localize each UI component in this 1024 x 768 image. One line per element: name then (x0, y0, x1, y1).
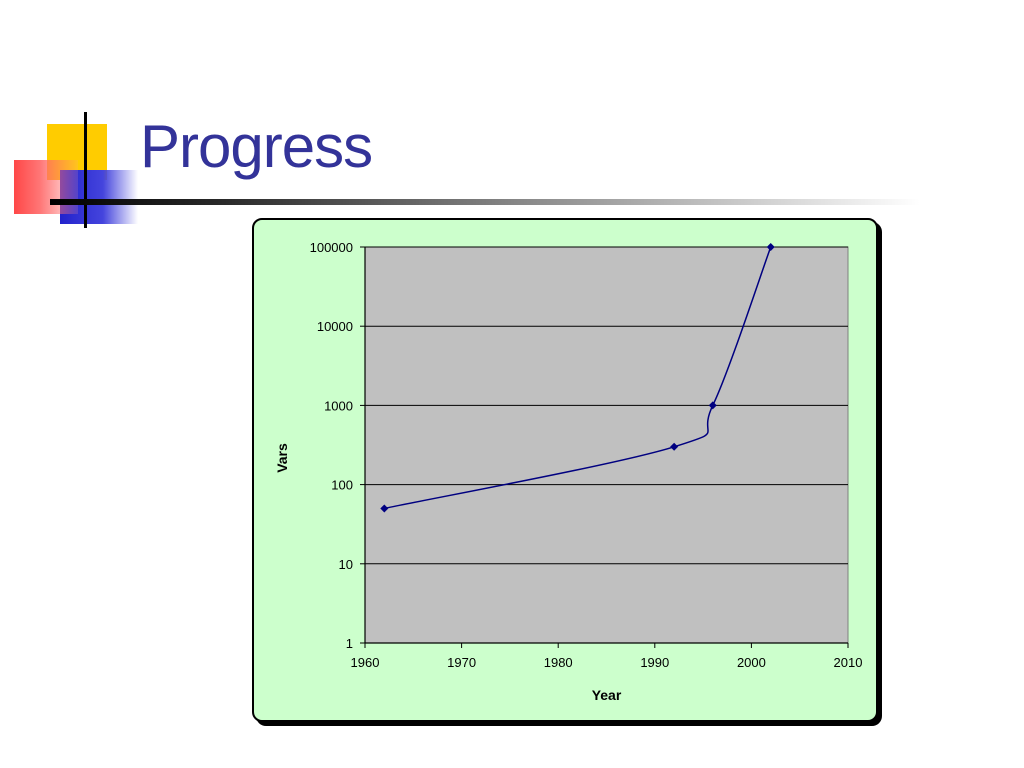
deco-vertical-line (84, 112, 87, 228)
y-tick-label: 100 (331, 478, 353, 493)
data-point-marker (380, 504, 389, 513)
data-point-marker (766, 243, 775, 251)
y-tick-label: 1000 (324, 398, 353, 413)
x-tick-label: 2000 (737, 655, 766, 670)
data-point-marker (708, 401, 717, 410)
y-tick-label: 1 (346, 636, 353, 651)
x-tick-label: 2010 (834, 655, 863, 670)
x-tick-label: 1990 (640, 655, 669, 670)
slide-title: Progress (140, 113, 373, 180)
data-point-marker (670, 442, 679, 451)
title-underline (50, 199, 920, 205)
chart-frame: 1 10 100 1000 10000 100000 1960 1970 1980 1990 200… (252, 218, 878, 722)
x-tick-label: 1980 (544, 655, 573, 670)
y-tick-label: 100000 (310, 240, 353, 255)
x-tick-label: 1970 (447, 655, 476, 670)
x-axis-label: Year (592, 687, 622, 703)
y-tick-label: 10 (339, 557, 353, 572)
y-axis-label: Vars (274, 443, 290, 473)
series-line (384, 246, 772, 510)
y-tick-label: 10000 (317, 319, 353, 334)
plot-area (364, 246, 849, 644)
chart: 1 10 100 1000 10000 100000 1960 1970 1980 1990 200… (274, 240, 863, 703)
deco-red-square (14, 160, 78, 214)
x-tick-label: 1960 (351, 655, 380, 670)
